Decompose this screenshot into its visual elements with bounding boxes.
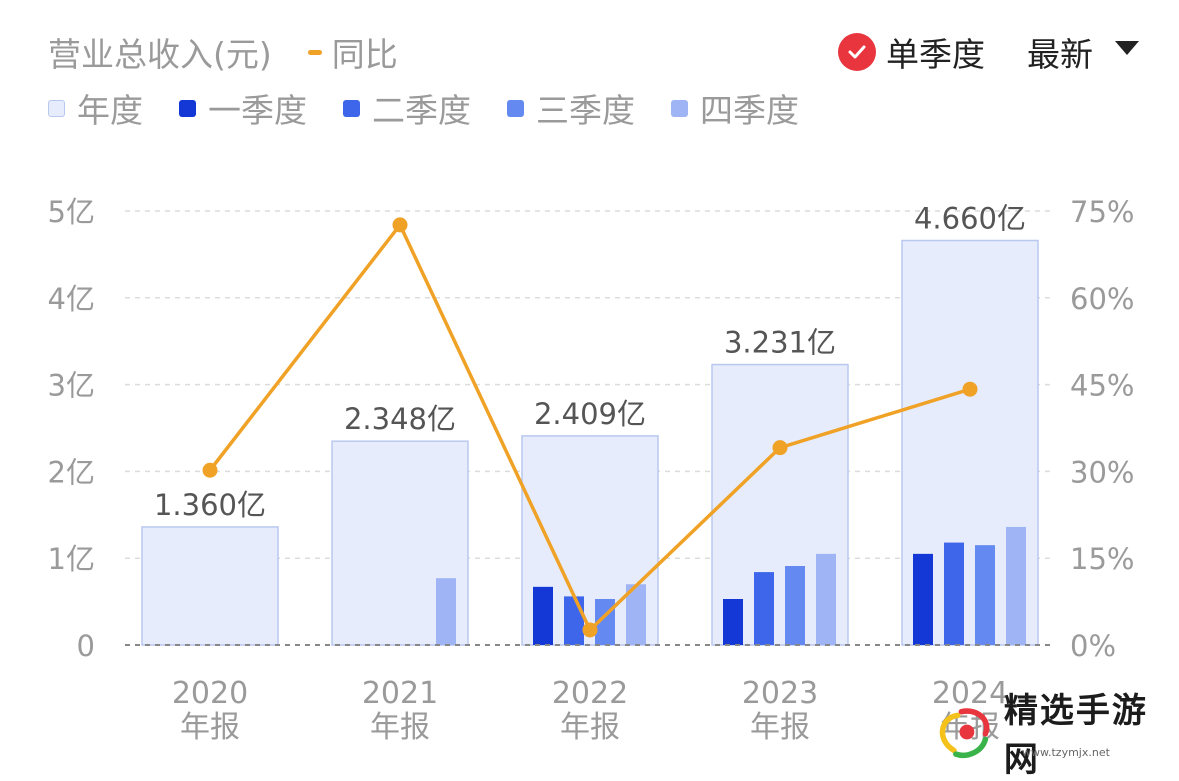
y-right-tick-label: 15% <box>1070 542 1134 576</box>
y-right-tick-label: 45% <box>1070 369 1134 403</box>
y-right-tick-label: 30% <box>1070 455 1134 489</box>
x-category-sublabel: 年报 <box>560 710 620 745</box>
single-quarter-label[interactable]: 单季度 <box>886 35 985 74</box>
yoy-legend-swatch <box>307 49 322 55</box>
quarter-bar <box>944 542 964 645</box>
y-left-tick-label: 5亿 <box>48 195 95 229</box>
y-right-tick-label: 75% <box>1070 195 1134 229</box>
yoy-point <box>202 462 218 478</box>
x-category-label: 2024 <box>932 676 1008 711</box>
x-category-label: 2021 <box>362 676 438 711</box>
revenue-legend-label: 营业总收入(元) <box>48 35 272 74</box>
legend-row-series: 年度 一季度 二季度 三季度 四季度 <box>48 84 835 132</box>
quarter-bar <box>533 586 553 645</box>
quarter-bar <box>816 553 836 645</box>
x-category-sublabel: 年报 <box>750 710 810 745</box>
quarter-bar <box>1006 526 1026 645</box>
annual-value-label: 4.660亿 <box>914 202 1026 236</box>
y-left-tick-label: 3亿 <box>48 369 95 403</box>
x-category-sublabel: 年报 <box>370 710 430 745</box>
watermark-logo-icon <box>939 708 990 758</box>
y-left-tick-label: 2亿 <box>48 455 95 489</box>
legend-item-q2[interactable]: 二季度 <box>343 84 471 132</box>
y-left-tick-label: 4亿 <box>48 282 95 316</box>
annual-value-label: 3.231亿 <box>724 326 836 360</box>
quarter-bar <box>975 545 995 645</box>
watermark-name: 精选手游网 <box>1003 691 1148 780</box>
check-icon <box>848 45 866 59</box>
quarter-bar <box>626 584 646 645</box>
quarter-bar <box>754 572 774 645</box>
legend-item-q3[interactable]: 三季度 <box>507 84 635 132</box>
y-right-tick-label: 60% <box>1070 282 1134 316</box>
yoy-legend-label: 同比 <box>331 35 398 74</box>
x-category-label: 2022 <box>552 676 628 711</box>
quarter-bar <box>436 578 456 645</box>
legend-item-annual[interactable]: 年度 <box>48 84 143 132</box>
y-left-tick-label: 0 <box>77 629 95 663</box>
legend-row-top: 营业总收入(元) 同比 <box>48 28 398 76</box>
dropdown-triangle-icon[interactable] <box>1115 41 1139 55</box>
q1-legend-label: 一季度 <box>208 91 307 130</box>
q3-legend-label: 三季度 <box>536 91 635 130</box>
q4-legend-label: 四季度 <box>700 91 799 130</box>
single-quarter-checkbox[interactable] <box>838 33 876 71</box>
quarter-bar <box>564 596 584 645</box>
q4-swatch <box>671 99 688 117</box>
yoy-point <box>582 622 598 638</box>
watermark: 精选手游网 www.tzymjx.net <box>930 691 1170 780</box>
quarter-bar <box>723 598 743 645</box>
quarter-bar <box>785 566 805 645</box>
x-category-sublabel: 年报 <box>180 710 240 745</box>
y-left-tick-label: 1亿 <box>48 542 95 576</box>
legend-item-q4[interactable]: 四季度 <box>671 84 799 132</box>
annual-legend-label: 年度 <box>77 91 143 130</box>
annual-value-label: 2.348亿 <box>344 402 456 436</box>
annual-value-label: 1.360亿 <box>154 488 266 522</box>
q2-swatch <box>343 99 360 117</box>
chart-controls: 单季度 最新 <box>838 28 1139 76</box>
annual-value-label: 2.409亿 <box>534 397 646 431</box>
yoy-point <box>772 440 788 456</box>
q1-swatch <box>179 99 196 117</box>
watermark-url: www.tzymjx.net <box>1022 746 1110 759</box>
yoy-point <box>962 381 978 397</box>
q2-legend-label: 二季度 <box>372 91 471 130</box>
x-category-label: 2023 <box>742 676 818 711</box>
legend-item-q1[interactable]: 一季度 <box>179 84 307 132</box>
annual-swatch <box>48 99 65 117</box>
x-category-label: 2020 <box>172 676 248 711</box>
sort-dropdown-label[interactable]: 最新 <box>1027 35 1093 74</box>
yoy-point <box>392 217 408 233</box>
y-right-tick-label: 0% <box>1070 629 1116 663</box>
quarter-bar <box>913 553 933 645</box>
q3-swatch <box>507 99 524 117</box>
annual-bar <box>141 526 279 646</box>
